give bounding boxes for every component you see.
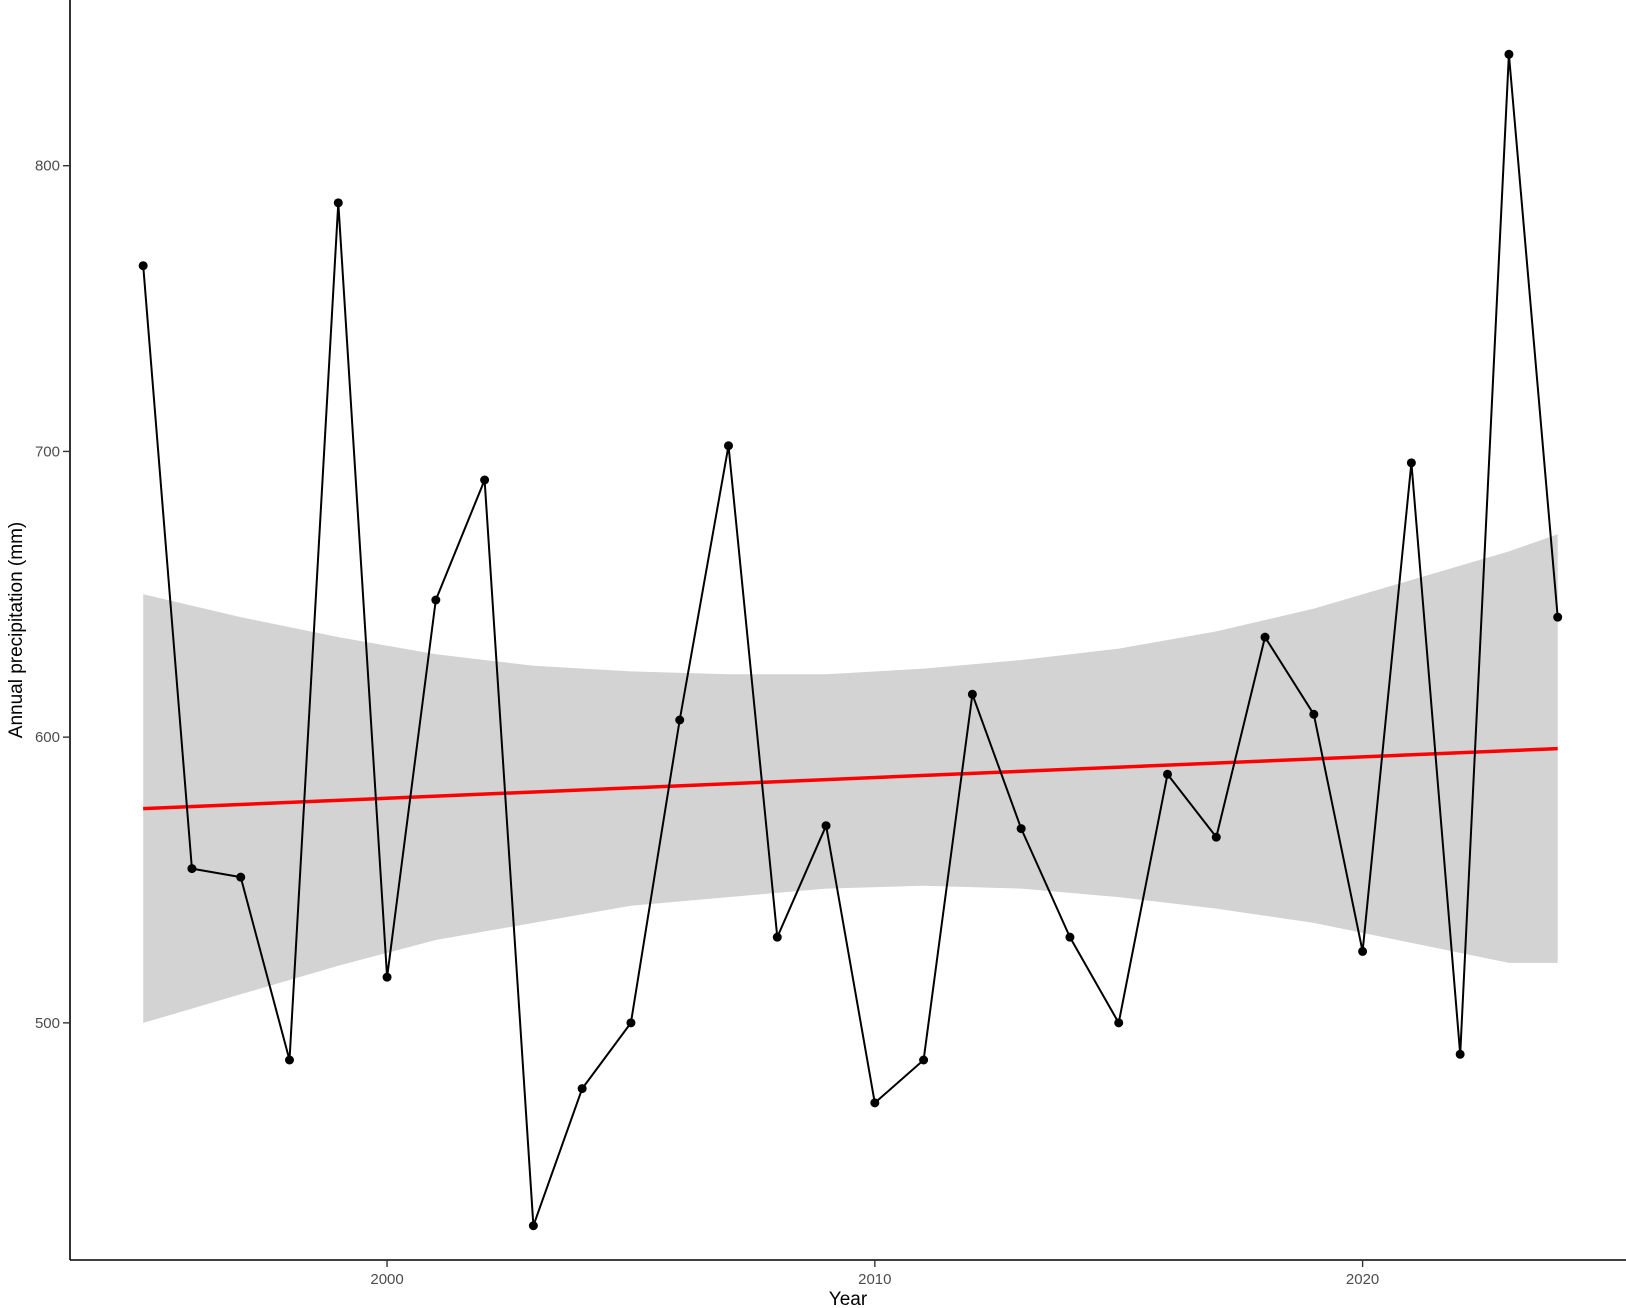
y-axis-title: Annual precipitation (mm) (6, 522, 27, 738)
data-point-2012 (967, 689, 977, 699)
data-point-2023 (1504, 49, 1514, 59)
data-point-2008 (772, 932, 782, 942)
data-point-2003 (528, 1221, 538, 1231)
series-layer (138, 49, 1563, 1231)
y-tick-label-500: 500 (35, 1015, 60, 1032)
data-point-2013 (1016, 824, 1026, 834)
data-point-1999 (333, 198, 343, 208)
data-point-2004 (577, 1084, 587, 1094)
series-line (142, 53, 1559, 1227)
y-tick-label-800: 800 (35, 158, 60, 175)
data-point-2016 (1162, 769, 1172, 779)
data-point-2021 (1406, 458, 1416, 468)
data-point-2009 (821, 821, 831, 831)
data-point-2010 (870, 1098, 880, 1108)
data-point-1996 (187, 864, 197, 874)
data-point-2000 (382, 972, 392, 982)
y-tick-label-600: 600 (35, 729, 60, 746)
data-point-2014 (1065, 932, 1075, 942)
data-point-2001 (431, 595, 441, 605)
x-axis-title: Year (829, 1289, 868, 1308)
data-point-2024 (1553, 612, 1563, 622)
data-point-2007 (723, 441, 733, 451)
data-point-2006 (675, 715, 685, 725)
data-point-2015 (1114, 1018, 1124, 1028)
y-tick-label-700: 700 (35, 443, 60, 460)
data-point-2019 (1309, 709, 1319, 719)
x-tick-label-2000: 2000 (370, 1271, 403, 1288)
data-point-2020 (1358, 946, 1368, 956)
data-point-1997 (236, 872, 246, 882)
axes-layer: 2000 2010 2020 500 600 700 800 (35, 0, 1626, 1288)
x-tick-label-2020: 2020 (1346, 1271, 1379, 1288)
data-point-1995 (138, 261, 148, 271)
data-point-2017 (1211, 832, 1221, 842)
data-point-2005 (626, 1018, 636, 1028)
data-point-2018 (1260, 632, 1270, 642)
data-point-1998 (284, 1055, 294, 1065)
x-tick-label-2010: 2010 (858, 1271, 891, 1288)
data-point-2002 (480, 475, 490, 485)
data-point-2011 (919, 1055, 929, 1065)
data-point-2022 (1455, 1049, 1465, 1059)
